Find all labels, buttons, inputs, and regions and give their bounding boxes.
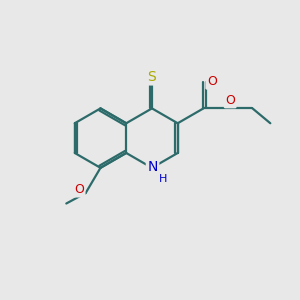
Text: O: O (207, 75, 217, 88)
Text: S: S (148, 70, 156, 84)
Text: H: H (159, 173, 167, 184)
Text: O: O (74, 183, 84, 196)
Text: O: O (225, 94, 235, 107)
Text: N: N (147, 160, 158, 174)
